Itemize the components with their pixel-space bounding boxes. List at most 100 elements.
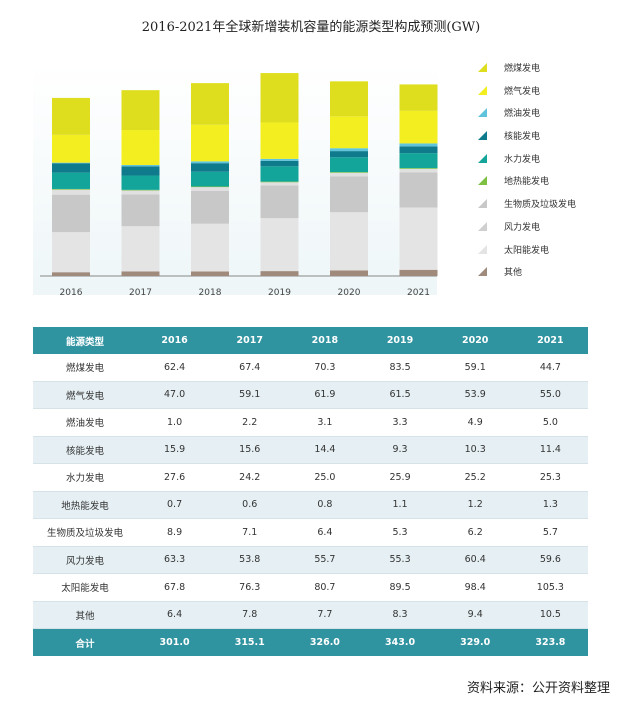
table-cell: 55.3 (362, 546, 438, 574)
table-cell: 61.9 (287, 381, 363, 409)
bar-segment (399, 84, 438, 111)
bar-segment (191, 124, 229, 162)
legend-swatch-icon (478, 153, 487, 163)
bar-segment (121, 166, 160, 176)
bar-segment (260, 158, 299, 161)
table-row: 燃油发电 1.0 2.2 3.1 3.3 4.9 5.0 (33, 408, 588, 436)
stacked-bar-chart: 2016 2017 2018 2019 2020 2021 (40, 73, 438, 298)
table-cell: 89.5 (362, 573, 438, 601)
table-row: 水力发电 27.6 24.2 25.0 25.9 25.2 25.3 (33, 463, 588, 491)
table-cell: 0.7 (137, 491, 213, 519)
table-cell: 61.5 (362, 381, 438, 409)
table-cell: 76.3 (212, 573, 288, 601)
bar-segment (399, 143, 438, 147)
table-cell: 5.0 (512, 408, 588, 436)
table-cell: 59.1 (212, 381, 288, 409)
table-cell: 47.0 (137, 381, 213, 409)
table-cell: 3.3 (362, 408, 438, 436)
table-cell: 核能发电 (33, 436, 137, 464)
legend-swatch-icon (478, 108, 487, 118)
legend-item: 水力发电 (478, 151, 618, 174)
table-cell: 水力发电 (33, 463, 137, 491)
bar-segment (52, 163, 90, 173)
legend-item: 核能发电 (478, 128, 618, 151)
table-row: 地热能发电 0.7 0.6 0.8 1.1 1.2 1.3 (33, 491, 588, 519)
chart-background (33, 63, 437, 295)
table-cell: 55.7 (287, 546, 363, 574)
table-cell: 8.9 (137, 518, 213, 546)
x-tick-label: 2021 (407, 288, 430, 298)
table-cell: 风力发电 (33, 546, 137, 574)
bar-segment (399, 146, 438, 154)
legend-label: 核能发电 (504, 132, 541, 143)
table-cell: 70.3 (287, 354, 363, 381)
table-cell: 0.6 (212, 491, 288, 519)
table-cell: 80.7 (287, 573, 363, 601)
table-cell: 14.4 (287, 436, 363, 464)
bar-segment (260, 181, 299, 183)
table-cell: 1.3 (512, 491, 588, 519)
table-cell: 4.9 (437, 408, 513, 436)
table-cell: 44.7 (512, 354, 588, 381)
bar-segment (399, 110, 438, 144)
table-cell: 25.2 (437, 463, 513, 491)
table-cell: 15.9 (137, 436, 213, 464)
table-row: 太阳能发电 67.8 76.3 80.7 89.5 98.4 105.3 (33, 573, 588, 601)
table-cell: 53.9 (437, 381, 513, 409)
bar-segment (52, 232, 90, 273)
legend-swatch-icon (478, 85, 487, 95)
table-cell: 67.8 (137, 573, 213, 601)
legend-label: 燃气发电 (504, 86, 541, 97)
table-cell: 5.7 (512, 518, 588, 546)
bar-segment (260, 185, 299, 219)
bar-segment (121, 130, 160, 166)
table-header-cell: 2018 (287, 327, 363, 354)
table-cell: 7.1 (212, 518, 288, 546)
x-tick-label: 2016 (60, 288, 83, 298)
bar-segment (330, 116, 368, 149)
table-cell: 8.3 (362, 601, 438, 629)
table-cell: 60.4 (437, 546, 513, 574)
table-header-cell: 2017 (212, 327, 288, 354)
bar-segment (191, 163, 229, 172)
legend-swatch-icon (478, 176, 487, 186)
bar-segment (260, 182, 299, 186)
table-cell: 燃煤发电 (33, 354, 137, 381)
table-cell: 6.2 (437, 518, 513, 546)
legend-swatch-icon (478, 267, 487, 277)
data-table: 能源类型 2016 2017 2018 2019 2020 2021 燃煤发电 62.4 67.… (33, 327, 588, 656)
table-cell: 55.0 (512, 381, 588, 409)
bar-segment (121, 189, 160, 191)
bar-segment (52, 272, 90, 276)
table-total-cell: 315.1 (212, 628, 288, 656)
table-header-cell: 2021 (512, 327, 588, 354)
bar-segment (121, 175, 160, 190)
table-cell: 5.3 (362, 518, 438, 546)
bar-segment (330, 176, 368, 213)
table-cell: 105.3 (512, 573, 588, 601)
table-cell: 1.2 (437, 491, 513, 519)
bar-segment (191, 161, 229, 164)
bar-segment (191, 171, 229, 187)
legend-label: 风力发电 (504, 222, 541, 233)
table-total-cell: 323.8 (512, 628, 588, 656)
x-tick-label: 2018 (199, 288, 222, 298)
table-cell: 9.4 (437, 601, 513, 629)
bar-segment (330, 151, 368, 158)
table-cell: 62.4 (137, 354, 213, 381)
bar-segment (399, 207, 438, 270)
bar-segment (52, 172, 90, 189)
table-cell: 6.4 (287, 518, 363, 546)
legend-item: 太阳能发电 (478, 242, 618, 265)
bar-segment (330, 148, 368, 152)
table-row: 燃煤发电 62.4 67.4 70.3 83.5 59.1 44.7 (33, 354, 588, 381)
table-cell: 太阳能发电 (33, 573, 137, 601)
bar-segment (260, 218, 299, 272)
bar-segment (330, 81, 368, 117)
legend-label: 燃煤发电 (504, 64, 541, 74)
bar-segment (52, 162, 90, 164)
bar-segment (330, 270, 368, 276)
table-total-cell: 合计 (33, 628, 137, 656)
table-header-cell: 2016 (137, 327, 213, 354)
x-tick-label: 2017 (129, 288, 152, 298)
